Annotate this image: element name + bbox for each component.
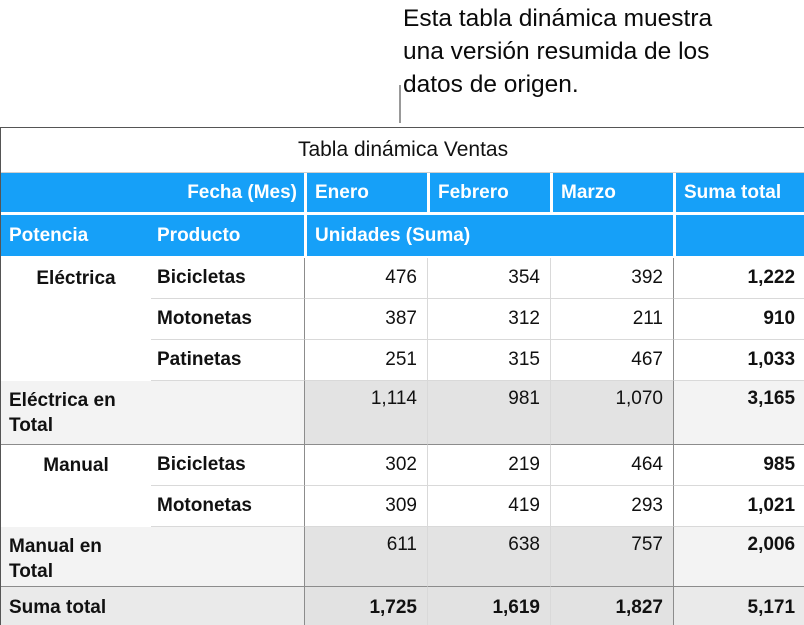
header-febrero[interactable]: Febrero xyxy=(427,173,550,215)
header-empty-cell[interactable] xyxy=(673,215,804,258)
product-row: Manual Bicicletas 302 219 464 985 xyxy=(1,445,804,527)
cell-grand-total-sum[interactable]: 5,171 xyxy=(673,587,804,625)
cell-value[interactable]: 464 xyxy=(550,445,673,486)
annotation-text: Esta tabla dinámica muestra una versión … xyxy=(403,2,712,101)
header-fecha-mes[interactable]: Fecha (Mes) xyxy=(1,173,304,215)
row-header-row: Potencia Producto Unidades (Suma) xyxy=(1,215,804,258)
cell-row-total[interactable]: 1,222 xyxy=(673,258,804,299)
cell-grand-total-value[interactable]: 1,725 xyxy=(304,587,427,625)
cell-value[interactable]: 392 xyxy=(550,258,673,299)
header-producto[interactable]: Producto xyxy=(151,215,304,258)
grand-total-row: Suma total 1,725 1,619 1,827 5,171 xyxy=(1,587,804,625)
subtotal-row: Manual en Total 611 638 757 2,006 xyxy=(1,527,804,587)
cell-producto[interactable]: Patinetas xyxy=(151,340,304,381)
cell-value[interactable]: 354 xyxy=(427,258,550,299)
header-marzo[interactable]: Marzo xyxy=(550,173,673,215)
pivot-table: Tabla dinámica Ventas Fecha (Mes) Enero … xyxy=(0,127,804,625)
cell-row-total[interactable]: 1,021 xyxy=(673,486,804,527)
annotation-line-2: una versión resumida de los xyxy=(403,38,710,65)
annotation-line-3: datos de origen. xyxy=(403,71,579,98)
cell-value[interactable]: 476 xyxy=(304,258,427,299)
cell-producto[interactable]: Bicicletas xyxy=(151,258,304,299)
cell-row-total[interactable]: 910 xyxy=(673,299,804,340)
header-enero[interactable]: Enero xyxy=(304,173,427,215)
cell-value[interactable]: 315 xyxy=(427,340,550,381)
subtotal-row: Eléctrica en Total 1,114 981 1,070 3,165 xyxy=(1,381,804,445)
cell-subtotal-value[interactable]: 611 xyxy=(304,527,427,587)
cell-subtotal-sum[interactable]: 3,165 xyxy=(673,381,804,445)
cell-row-total[interactable]: 985 xyxy=(673,445,804,486)
product-row: Eléctrica Bicicletas 476 354 392 1,222 xyxy=(1,258,804,381)
cell-grand-total-value[interactable]: 1,827 xyxy=(550,587,673,625)
product-row: Motonetas 387 312 211 910 xyxy=(1,299,804,340)
cell-value[interactable]: 302 xyxy=(304,445,427,486)
cell-row-total[interactable]: 1,033 xyxy=(673,340,804,381)
cell-value[interactable]: 211 xyxy=(550,299,673,340)
column-header-row: Fecha (Mes) Enero Febrero Marzo Suma tot… xyxy=(1,173,804,215)
cell-producto[interactable]: Bicicletas xyxy=(151,445,304,486)
cell-value[interactable]: 467 xyxy=(550,340,673,381)
cell-potencia-electrica[interactable]: Eléctrica xyxy=(1,258,151,381)
cell-value[interactable]: 309 xyxy=(304,486,427,527)
cell-subtotal-value[interactable]: 1,070 xyxy=(550,381,673,445)
cell-subtotal-value[interactable]: 757 xyxy=(550,527,673,587)
cell-potencia-manual[interactable]: Manual xyxy=(1,445,151,527)
cell-producto[interactable]: Motonetas xyxy=(151,299,304,340)
cell-grand-total-value[interactable]: 1,619 xyxy=(427,587,550,625)
cell-value[interactable]: 312 xyxy=(427,299,550,340)
cell-subtotal-sum[interactable]: 2,006 xyxy=(673,527,804,587)
cell-subtotal-value[interactable]: 638 xyxy=(427,527,550,587)
cell-subtotal-value[interactable]: 981 xyxy=(427,381,550,445)
header-potencia[interactable]: Potencia xyxy=(1,215,151,258)
product-row: Patinetas 251 315 467 1,033 xyxy=(1,340,804,381)
header-suma-total[interactable]: Suma total xyxy=(673,173,804,215)
callout-line xyxy=(399,85,401,123)
cell-subtotal-label[interactable]: Manual en Total xyxy=(1,527,304,587)
product-row: Motonetas 309 419 293 1,021 xyxy=(1,486,804,527)
table-title-row: Tabla dinámica Ventas xyxy=(1,128,804,173)
header-unidades-suma[interactable]: Unidades (Suma) xyxy=(304,215,673,258)
cell-value[interactable]: 387 xyxy=(304,299,427,340)
cell-producto[interactable]: Motonetas xyxy=(151,486,304,527)
cell-value[interactable]: 251 xyxy=(304,340,427,381)
cell-value[interactable]: 219 xyxy=(427,445,550,486)
cell-value[interactable]: 419 xyxy=(427,486,550,527)
table-title[interactable]: Tabla dinámica Ventas xyxy=(1,128,804,173)
cell-value[interactable]: 293 xyxy=(550,486,673,527)
cell-subtotal-value[interactable]: 1,114 xyxy=(304,381,427,445)
annotation-line-1: Esta tabla dinámica muestra xyxy=(403,5,713,32)
cell-grand-total-label[interactable]: Suma total xyxy=(1,587,304,625)
cell-subtotal-label[interactable]: Eléctrica en Total xyxy=(1,381,304,445)
